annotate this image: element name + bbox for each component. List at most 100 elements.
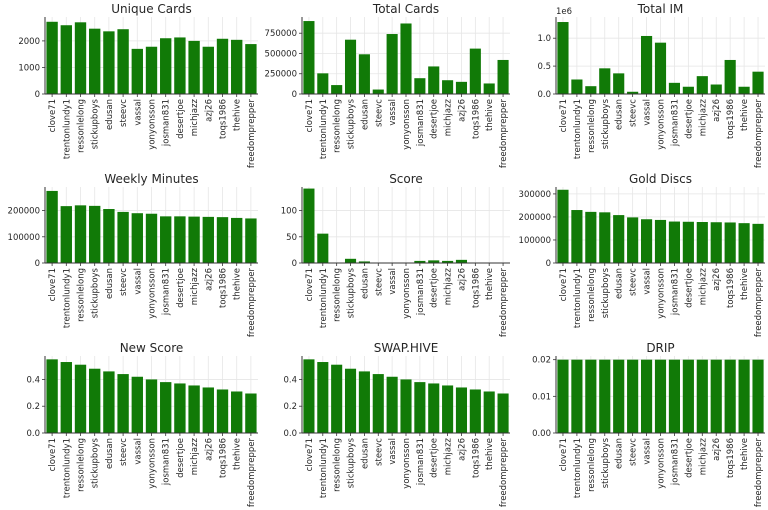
x-tick-label: toqs1986	[726, 99, 736, 139]
y-tick-label: 0	[292, 90, 297, 100]
bar-edusan	[613, 215, 625, 263]
x-tick-label: trentonlundy1	[319, 268, 329, 328]
x-tick-label: thehive	[740, 268, 750, 300]
x-tick-label: michjazz	[698, 267, 708, 305]
x-tick-label: steevc	[374, 99, 384, 127]
bar-azj26	[710, 84, 722, 94]
bar-desertjoe	[682, 359, 694, 433]
y-tick-label: 200000	[519, 213, 551, 223]
bar-clove71	[46, 359, 58, 433]
bar-clove71	[303, 188, 315, 263]
bar-desertjoe	[428, 66, 440, 94]
bar-clove71	[557, 189, 569, 263]
bar-yonyonsson	[654, 359, 667, 433]
bar-azj26	[710, 222, 722, 263]
y-tick-label: 200000	[8, 207, 40, 217]
bar-desertjoe	[174, 383, 186, 433]
x-tick-label: edusan	[615, 99, 625, 130]
x-tick-label: steevc	[119, 438, 129, 466]
bar-edusan	[358, 261, 370, 263]
y-tick-label: 0.0	[26, 429, 40, 439]
bar-desertjoe	[174, 37, 186, 94]
bar-steevc	[117, 29, 129, 95]
x-tick-label: clove71	[559, 99, 569, 132]
x-tick-label: ressonlelong	[77, 268, 87, 322]
x-tick-label: stickupboys	[601, 267, 611, 318]
x-tick-label: ressonlelong	[77, 99, 87, 153]
bar-steevc	[372, 89, 384, 94]
bar-azj26	[455, 259, 468, 263]
x-tick-label: thehive	[740, 438, 750, 470]
chart-title: Score	[389, 172, 423, 186]
x-tick-label: josman831	[162, 99, 172, 147]
bar-michjazz	[442, 385, 454, 433]
bar-vassal	[640, 359, 653, 433]
bar-ressonlelong	[585, 86, 597, 94]
x-tick-label: azj26	[457, 438, 467, 461]
x-tick-label: ressonlelong	[587, 438, 597, 492]
bar-freedomprepper	[245, 218, 257, 263]
x-tick-label: ressonlelong	[333, 99, 343, 153]
bar-edusan	[613, 73, 625, 94]
bar-ressonlelong	[74, 364, 87, 433]
x-tick-label: yonyonsson	[148, 438, 158, 489]
bar-vassal	[640, 219, 653, 263]
x-tick-label: trentonlundy1	[573, 99, 583, 159]
bar-yonyonsson	[400, 379, 412, 433]
bar-michjazz	[696, 76, 708, 94]
bar-ressonlelong	[74, 205, 87, 263]
bar-trentonlundy1	[60, 25, 72, 95]
y-tick-label: 50	[286, 233, 297, 243]
bar-yonyonsson	[145, 46, 158, 94]
bar-trentonlundy1	[571, 359, 583, 433]
bar-thehive	[738, 359, 750, 433]
x-tick-label: freedomprepper	[247, 438, 257, 508]
bar-michjazz	[696, 359, 708, 433]
bar-azj26	[455, 81, 468, 94]
bar-stickupboys	[599, 212, 611, 263]
bar-edusan	[103, 31, 115, 95]
x-tick-label: josman831	[416, 268, 426, 316]
bar-stickupboys	[89, 28, 101, 95]
bar-desertjoe	[682, 86, 694, 94]
x-tick-label: azj26	[712, 99, 722, 122]
chart-title: Unique Cards	[111, 2, 191, 16]
x-tick-label: desertjoe	[684, 438, 694, 478]
x-tick-label: josman831	[416, 438, 426, 486]
x-tick-label: clove71	[305, 99, 315, 132]
bar-ressonlelong	[585, 359, 597, 433]
chart-panel-7: 0.0 0.2 0.4 SWAP.HIVE clove71 trentonlundy1 re…	[283, 341, 510, 507]
bar-vassal	[131, 376, 143, 433]
x-tick-label: vassal	[133, 438, 143, 465]
y-tick-label: 100000	[8, 233, 40, 243]
x-tick-label: josman831	[162, 438, 172, 486]
bar-michjazz	[188, 40, 200, 94]
bar-stickupboys	[344, 258, 357, 263]
bar-yonyonsson	[400, 23, 412, 95]
bar-michjazz	[188, 385, 200, 433]
bar-thehive	[483, 391, 495, 433]
bar-clove71	[46, 190, 58, 263]
bar-toqs1986	[216, 217, 229, 263]
bar-vassal	[386, 376, 398, 433]
x-tick-label: desertjoe	[430, 99, 440, 139]
y-tick-label: 0.02	[532, 356, 551, 366]
bar-stickupboys	[344, 39, 357, 94]
y-tick-label: 100	[281, 207, 297, 217]
x-tick-label: thehive	[485, 99, 495, 131]
x-tick-label: josman831	[162, 268, 172, 316]
y-tick-label: 0	[292, 259, 297, 269]
y-tick-label: 250000	[265, 70, 297, 80]
bar-josman831	[668, 82, 681, 94]
x-tick-label: steevc	[629, 268, 639, 296]
bar-thehive	[738, 86, 750, 94]
bar-ressonlelong	[74, 22, 87, 94]
axis-multiplier: 1e6	[556, 7, 572, 17]
bar-josman831	[414, 78, 426, 94]
bar-josman831	[668, 221, 681, 263]
x-tick-label: clove71	[48, 268, 58, 301]
x-tick-label: vassal	[388, 438, 398, 465]
bar-vassal	[386, 34, 398, 94]
x-tick-label: yonyonsson	[148, 268, 158, 319]
